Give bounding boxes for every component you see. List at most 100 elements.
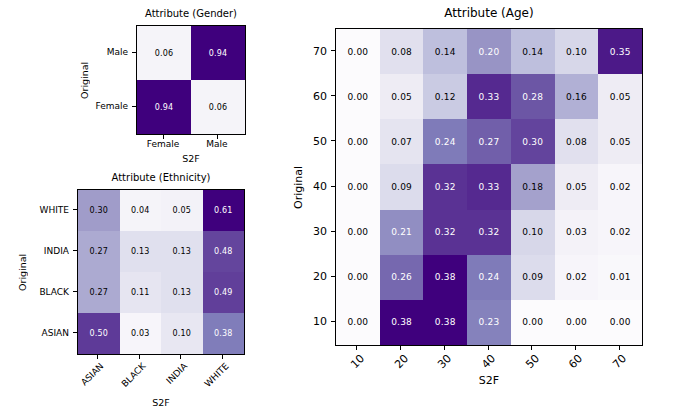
cell-value: 0.05 (610, 137, 631, 147)
heatmap-cell: 0.13 (161, 272, 203, 313)
cell-value: 0.12 (435, 92, 456, 102)
heatmap-cell: 0.07 (380, 119, 424, 164)
cell-value: 0.00 (347, 47, 368, 57)
heatmap-cell: 0.05 (161, 190, 203, 231)
heatmap-cell: 0.13 (161, 231, 203, 272)
heatmap-cell: 0.33 (467, 164, 511, 209)
cell-value: 0.30 (89, 206, 108, 215)
y-tick-label: Male (107, 47, 128, 57)
heatmap-cell: 0.02 (598, 164, 642, 209)
heatmap-cell: 0.49 (203, 272, 245, 313)
heatmap-cell: 0.06 (137, 26, 191, 80)
heatmap-cell: 0.01 (598, 255, 642, 300)
heatmap-cell: 0.38 (203, 313, 245, 354)
heatmap-cell: 0.28 (511, 74, 555, 119)
cell-value: 0.01 (610, 272, 631, 282)
heatmap-cell: 0.20 (467, 29, 511, 74)
cell-value: 0.06 (209, 103, 228, 112)
y-tick-labels: WHITEINDIABLACKASIAN (29, 189, 77, 355)
x-tick-labels: 10203040506070 (335, 346, 643, 374)
heatmap-cell: 0.00 (336, 164, 380, 209)
cell-value: 0.00 (347, 317, 368, 327)
y-tick-label: WHITE (39, 205, 69, 215)
figure-canvas: Attribute (Gender) Original MaleFemale 0… (0, 0, 675, 416)
heatmap-cell: 0.24 (467, 255, 511, 300)
heatmap-cell: 0.27 (467, 119, 511, 164)
age-heatmap: Attribute (Age) Original 70605040302010 … (291, 6, 643, 387)
heatmap-cell: 0.08 (555, 119, 599, 164)
cell-value: 0.02 (610, 182, 631, 192)
cell-value: 0.00 (347, 227, 368, 237)
heatmap-cell: 0.38 (423, 255, 467, 300)
heatmap-grid: 0.060.940.940.06 (136, 25, 246, 135)
y-tick-label: BLACK (39, 287, 69, 297)
heatmap-grid: 0.000.080.140.200.140.100.350.000.050.12… (335, 28, 643, 346)
y-tick-label: INDIA (44, 246, 69, 256)
heatmap-cell: 0.00 (336, 300, 380, 345)
x-tick-label: Male (206, 139, 227, 149)
heatmap-cell: 0.94 (137, 80, 191, 134)
cell-value: 0.03 (566, 227, 587, 237)
heatmap-cell: 0.30 (511, 119, 555, 164)
heatmap-cell: 0.13 (120, 231, 162, 272)
heatmap-cell: 0.33 (467, 74, 511, 119)
heatmap-cell: 0.50 (78, 313, 120, 354)
x-axis-label: S2F (136, 153, 246, 164)
heatmap-cell: 0.05 (380, 74, 424, 119)
heatmap-cell: 0.09 (511, 255, 555, 300)
heatmap-cell: 0.02 (598, 210, 642, 255)
heatmap-cell: 0.00 (336, 210, 380, 255)
y-tick-label: 10 (313, 315, 327, 328)
heatmap-cell: 0.14 (423, 29, 467, 74)
cell-value: 0.05 (610, 92, 631, 102)
y-tick-label: 70 (313, 44, 327, 57)
heatmap-cell: 0.08 (380, 29, 424, 74)
x-tick-mark (575, 346, 576, 350)
cell-value: 0.05 (566, 182, 587, 192)
heatmap-cell: 0.27 (78, 231, 120, 272)
chart-title: Attribute (Gender) (136, 8, 246, 25)
heatmap-cell: 0.23 (467, 300, 511, 345)
heatmap-cell: 0.32 (467, 210, 511, 255)
heatmap-cell: 0.00 (555, 300, 599, 345)
cell-value: 0.08 (566, 137, 587, 147)
cell-value: 0.24 (435, 137, 456, 147)
heatmap-cell: 0.32 (423, 164, 467, 209)
y-tick-label: 50 (313, 134, 327, 147)
cell-value: 0.38 (391, 317, 412, 327)
cell-value: 0.11 (131, 288, 150, 297)
heatmap-cell: 0.00 (336, 255, 380, 300)
cell-value: 0.02 (610, 227, 631, 237)
cell-value: 0.38 (435, 317, 456, 327)
heatmap-cell: 0.18 (511, 164, 555, 209)
cell-value: 0.26 (391, 272, 412, 282)
heatmap-cell: 0.03 (555, 210, 599, 255)
cell-value: 0.14 (435, 47, 456, 57)
x-tick-label: ASIAN (79, 361, 105, 387)
heatmap-cell: 0.10 (511, 210, 555, 255)
cell-value: 0.27 (89, 247, 108, 256)
heatmap-cell: 0.35 (598, 29, 642, 74)
cell-value: 0.09 (391, 182, 412, 192)
cell-value: 0.20 (479, 47, 500, 57)
cell-value: 0.05 (172, 206, 191, 215)
cell-value: 0.07 (391, 137, 412, 147)
heatmap-cell: 0.38 (423, 300, 467, 345)
cell-value: 0.06 (155, 49, 174, 58)
x-tick-label: 10 (348, 352, 367, 371)
chart-title: Attribute (Age) (335, 6, 643, 28)
cell-value: 0.16 (566, 92, 587, 102)
x-tick-label: WHITE (202, 361, 230, 389)
heatmap-cell: 0.00 (336, 29, 380, 74)
cell-value: 0.08 (391, 47, 412, 57)
cell-value: 0.28 (522, 92, 543, 102)
gender-heatmap: Attribute (Gender) Original MaleFemale 0… (77, 8, 246, 164)
x-tick-labels: ASIANBLACKINDIAWHITE (77, 355, 245, 397)
heatmap-cell: 0.16 (555, 74, 599, 119)
y-tick-label: 30 (313, 225, 327, 238)
x-tick-label: INDIA (164, 361, 189, 386)
heatmap-cell: 0.05 (555, 164, 599, 209)
heatmap-cell: 0.06 (191, 80, 245, 134)
cell-value: 0.38 (435, 272, 456, 282)
y-tick-label: 60 (313, 89, 327, 102)
